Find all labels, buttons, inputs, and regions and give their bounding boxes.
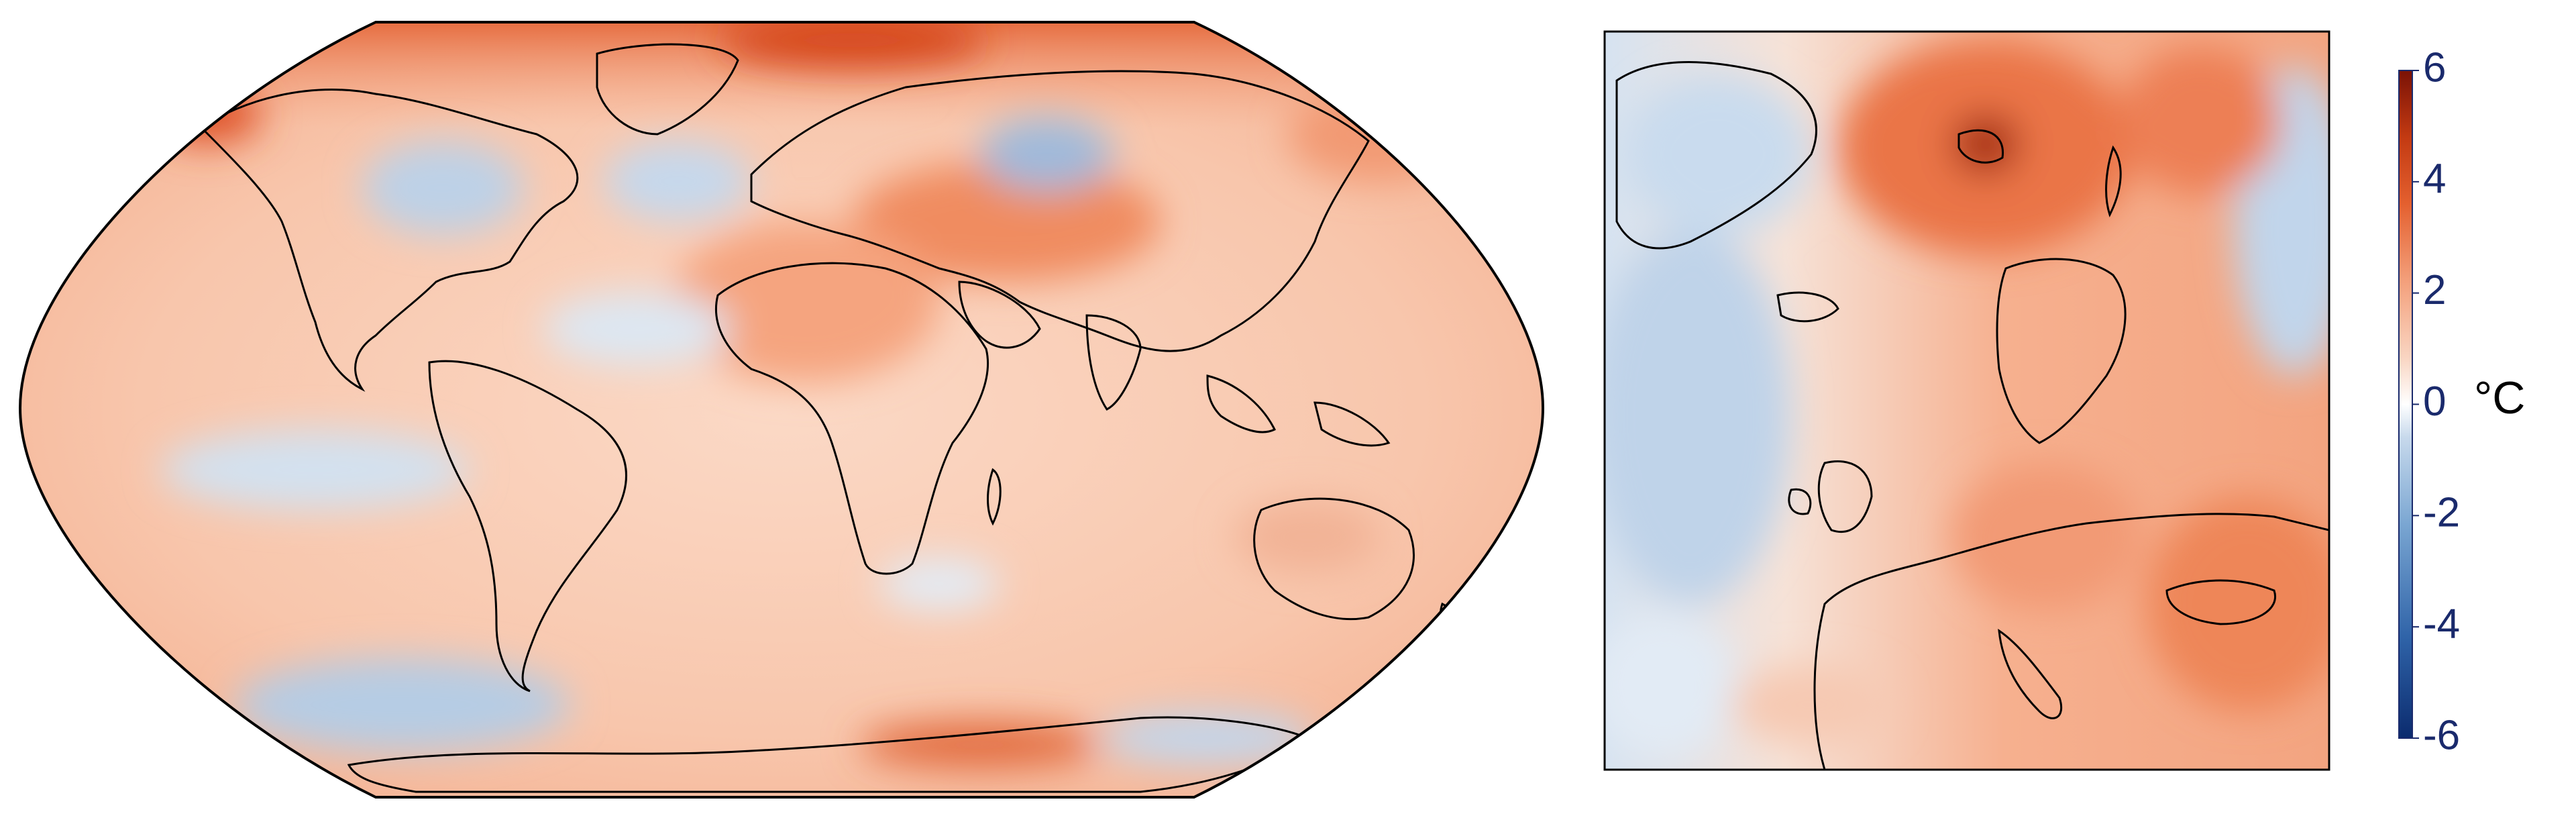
colorbar: 6 4 2 0 -2 -4 -6 °C [2398,44,2525,758]
colorbar-unit-label: °C [2474,372,2525,423]
colorbar-tick-label: 4 [2423,156,2446,202]
regional-anomaly-field [1605,32,2329,770]
colorbar-tick-label: -6 [2423,712,2460,758]
regional-map [1603,30,2330,771]
global-anomaly-field [20,22,1543,797]
global-map [18,21,1545,799]
regional-coastlines [1615,61,2329,770]
regional-map-frame [1603,30,2330,771]
colorbar-tick-label: -4 [2423,601,2460,648]
colorbar-tick-label: 0 [2423,378,2446,425]
colorbar-ticks: 6 4 2 0 -2 -4 -6 [2412,44,2460,758]
colorbar-tick-label: -2 [2423,490,2460,536]
colorbar-tick-label: 2 [2423,267,2446,313]
colorbar-gradient [2399,70,2412,738]
global-map-frame [18,21,1545,799]
colorbar-tick-label: 6 [2423,44,2446,91]
